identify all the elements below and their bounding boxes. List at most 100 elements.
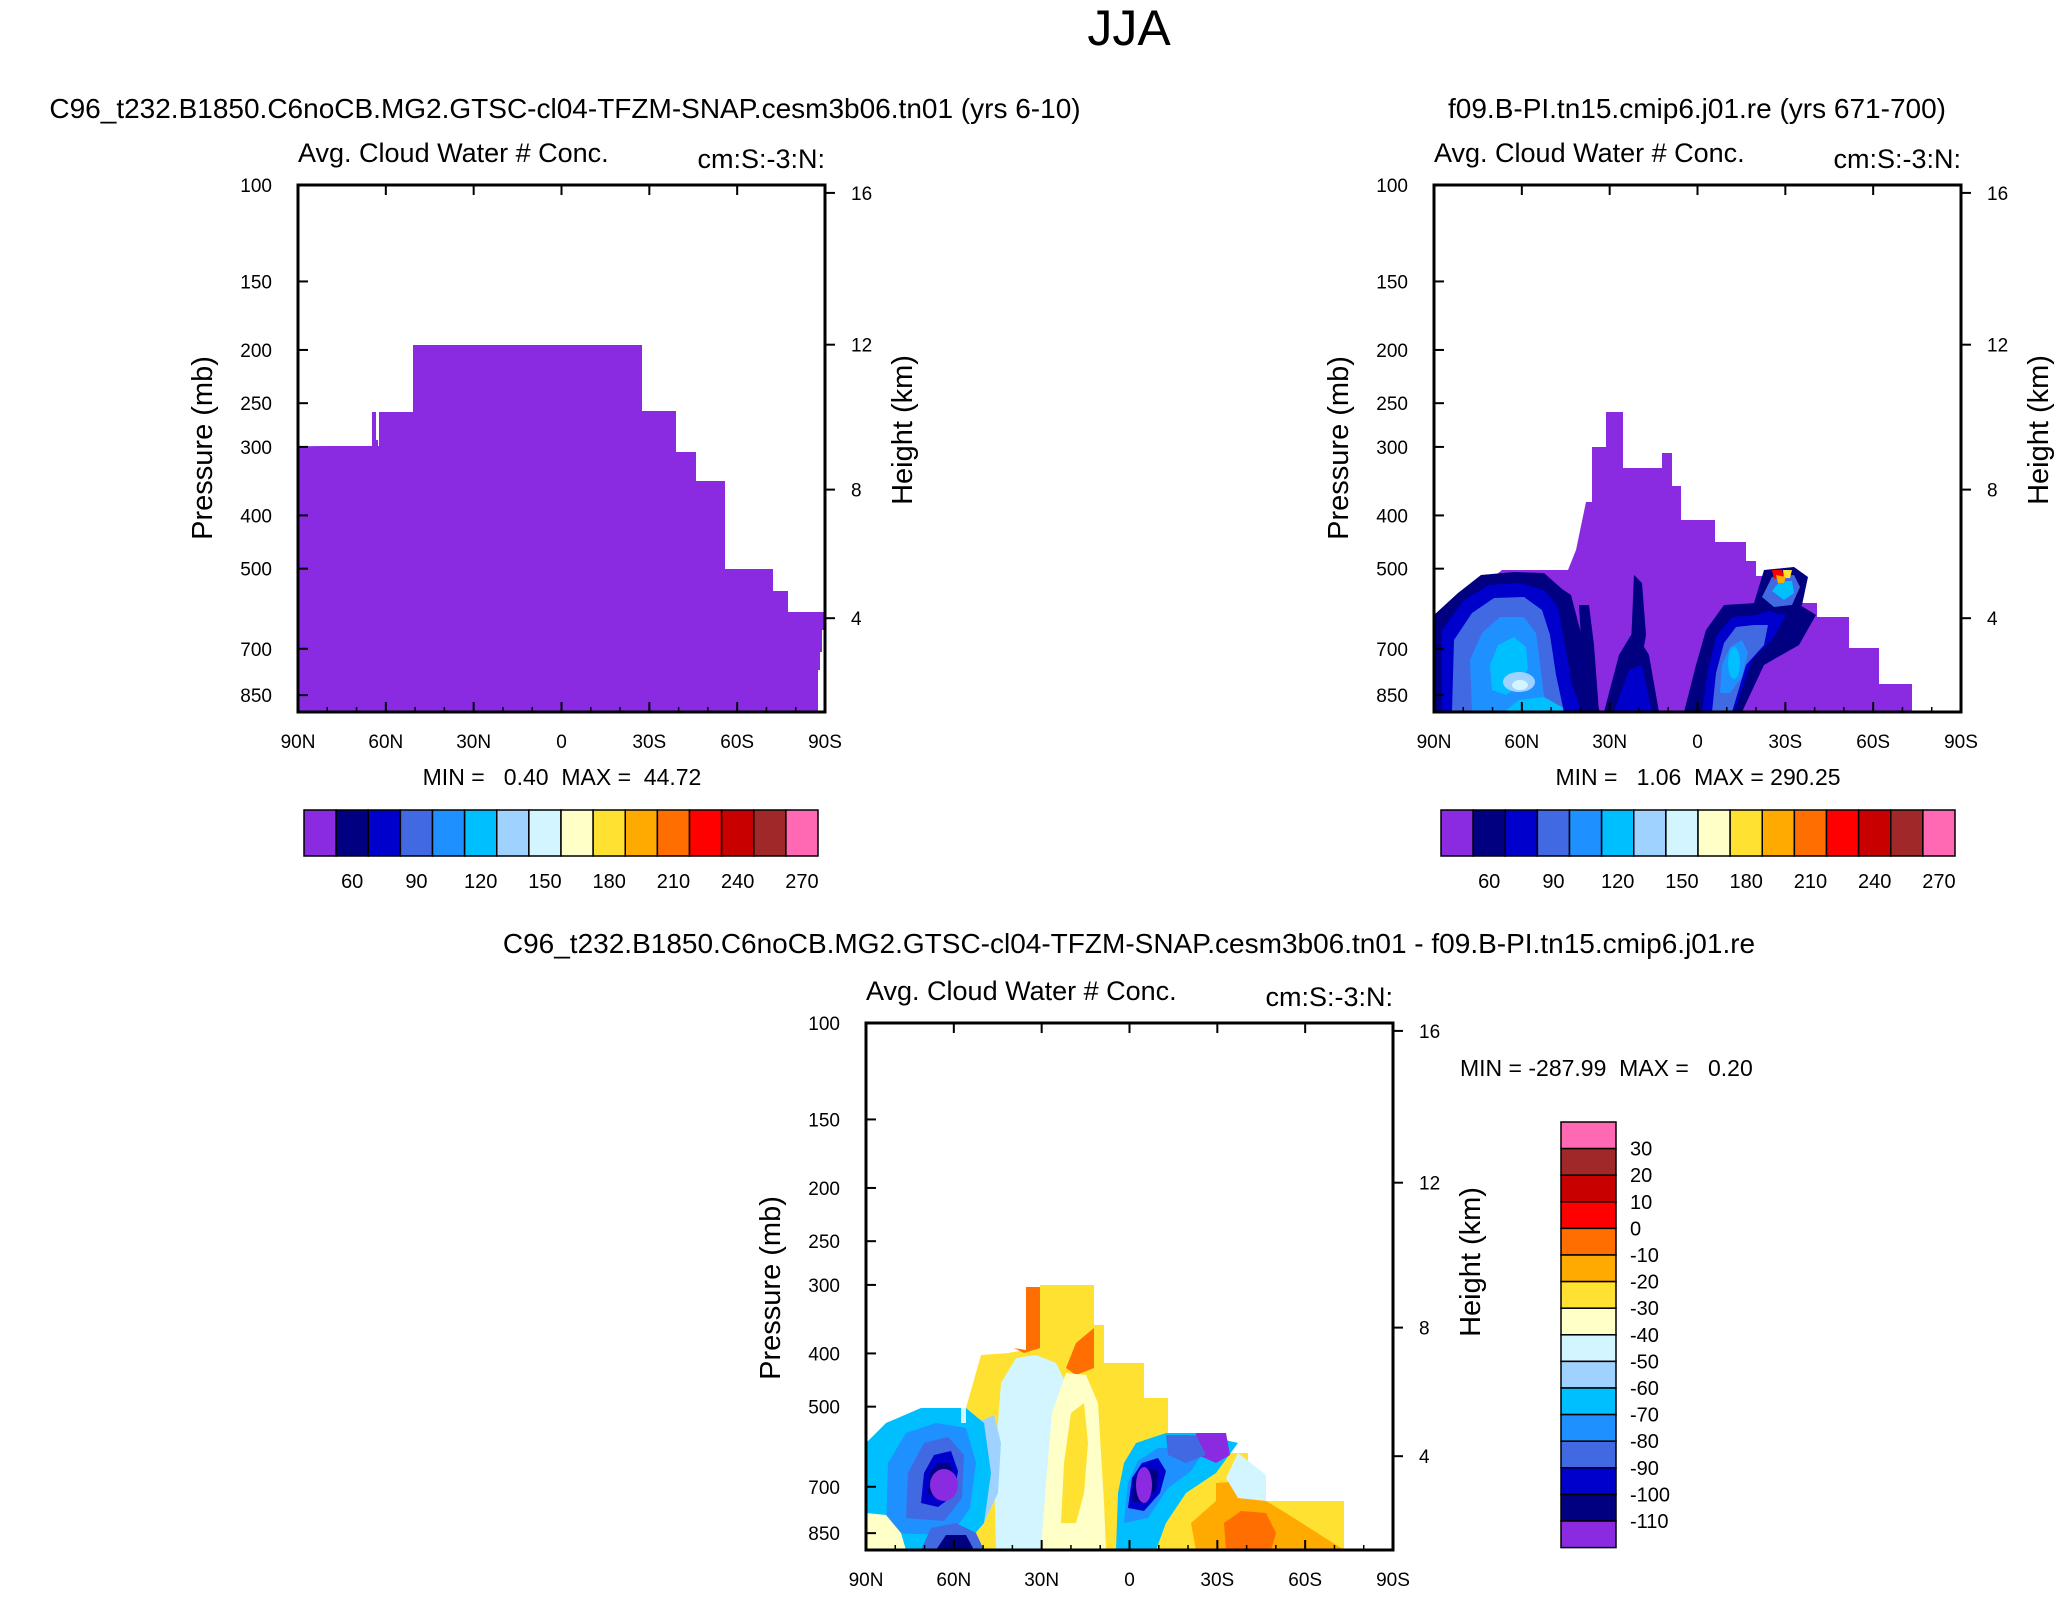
panel-b-paleblue (1512, 680, 1528, 690)
colorbar-swatch (1633, 809, 1667, 857)
colorbar-swatch (1560, 1413, 1617, 1442)
y-tick-label: 300 (240, 438, 272, 459)
colorbar-label: -80 (1630, 1431, 1659, 1453)
colorbar-label: 150 (1665, 871, 1698, 893)
colorbar-swatch (335, 809, 369, 857)
colorbar-swatch (303, 809, 337, 857)
y-tick-label: 700 (240, 640, 272, 661)
colorbar-swatch (592, 809, 626, 857)
colorbar-swatch (1825, 809, 1860, 857)
colorbar-label: -40 (1630, 1325, 1659, 1347)
y-tick-label: 300 (1376, 438, 1408, 459)
y-tick-label: 300 (808, 1276, 840, 1297)
colorbar-label: 60 (341, 871, 363, 893)
colorbar-label: 180 (1730, 871, 1763, 893)
panel-c-ylabel: Pressure (mb) (755, 1196, 787, 1380)
y-tick-label: 250 (808, 1232, 840, 1253)
panel-a-cloud-region (298, 440, 383, 446)
panel-a-profile (298, 446, 380, 447)
panel-c: C96_t232.B1850.C6noCB.MG2.GTSC-cl04-TFZM… (503, 928, 1755, 1591)
colorbar-label: -110 (1630, 1511, 1669, 1533)
colorbar-label: 150 (528, 871, 561, 893)
panel-a-ylabel: Pressure (mb) (187, 356, 219, 540)
x-tick-label: 90S (1376, 1570, 1410, 1591)
colorbar-swatch (1761, 809, 1796, 857)
colorbar-swatch (496, 809, 530, 857)
colorbar-label: 90 (405, 871, 427, 893)
colorbar-swatch (1472, 809, 1506, 857)
panel-c-orange-right-deep (1224, 1511, 1276, 1550)
colorbar-swatch (399, 809, 434, 857)
x-tick-label: 60N (936, 1570, 971, 1591)
y-tick-label: 250 (1376, 394, 1408, 415)
panel-c-y2label: Height (km) (1455, 1187, 1487, 1337)
panel-c-right-purple (1136, 1467, 1152, 1503)
y2-tick-label: 8 (1987, 481, 1998, 502)
panel-c-stats: MIN = -287.99 MAX = 0.20 (1460, 1055, 1753, 1081)
panel-c-case-title: C96_t232.B1850.C6noCB.MG2.GTSC-cl04-TFZM… (503, 928, 1755, 959)
colorbar-label: 120 (1601, 871, 1634, 893)
panel-c-plot-title: Avg. Cloud Water # Conc. (866, 976, 1177, 1006)
colorbar-swatch (1560, 1307, 1617, 1336)
x-tick-label: 30S (1768, 732, 1802, 753)
colorbar-swatch (1922, 809, 1956, 857)
panel-a-y2label: Height (km) (887, 355, 919, 505)
panel-b-hotspot-yellow (1783, 570, 1792, 578)
panel-b-ylabel: Pressure (mb) (1323, 356, 1355, 540)
x-tick-label: 0 (1124, 1570, 1135, 1591)
colorbar-swatch (1665, 809, 1699, 857)
panel-c-left-white-bar (961, 1408, 966, 1423)
panel-b-right-sky (1728, 647, 1740, 679)
panel-b-top-blob-sky (1772, 581, 1794, 600)
y-tick-label: 400 (240, 506, 272, 527)
x-tick-label: 60N (368, 732, 403, 753)
colorbar-label: 270 (785, 871, 818, 893)
y-tick-label: 500 (240, 560, 272, 581)
colorbar-label: 30 (1630, 1139, 1652, 1161)
y-tick-label: 200 (1376, 341, 1408, 362)
colorbar-swatch (656, 809, 691, 857)
x-tick-label: 30N (456, 732, 491, 753)
colorbar-swatch (367, 809, 402, 857)
colorbar-swatch (1793, 809, 1828, 857)
colorbar-swatch (528, 809, 562, 857)
colorbar-label: -30 (1630, 1298, 1659, 1320)
colorbar-swatch (1857, 809, 1892, 857)
x-tick-label: 60N (1504, 732, 1539, 753)
panel-a-stats: MIN = 0.40 MAX = 44.72 (423, 764, 702, 790)
y-tick-label: 850 (1376, 686, 1408, 707)
colorbar-label: 240 (1858, 871, 1891, 893)
panel-a-cloud-water-field (298, 345, 825, 712)
colorbar-label: -10 (1630, 1245, 1659, 1267)
panel-a-plot-title: Avg. Cloud Water # Conc. (298, 138, 609, 168)
colorbar-swatch (1560, 1387, 1617, 1416)
panel-c-field (866, 1285, 1344, 1550)
panel-c-left-purple (930, 1469, 958, 1501)
panel-c-right-pale (1226, 1453, 1266, 1501)
panel-c-units: cm:S:-3:N: (1265, 982, 1393, 1012)
colorbar-label: 60 (1478, 871, 1500, 893)
colorbar-swatch (1890, 809, 1924, 857)
colorbar-swatch (431, 809, 466, 857)
panel-c-left-navy-bottom (936, 1535, 974, 1550)
y2-tick-label: 16 (851, 184, 872, 205)
colorbar-label: 210 (1794, 871, 1827, 893)
x-tick-label: 30S (632, 732, 666, 753)
colorbar-swatch (1560, 1280, 1617, 1309)
y-tick-label: 700 (1376, 640, 1408, 661)
y2-tick-label: 4 (851, 609, 862, 630)
y-tick-label: 850 (240, 686, 272, 707)
colorbar-swatch (1560, 1254, 1617, 1283)
panel-a-field (298, 440, 383, 446)
panel-a-case-title: C96_t232.B1850.C6noCB.MG2.GTSC-cl04-TFZM… (49, 93, 1080, 124)
colorbar-label: 20 (1630, 1165, 1652, 1187)
y-tick-label: 400 (1376, 506, 1408, 527)
colorbar-swatch (1560, 1334, 1617, 1363)
panel-c-left-pale-bottom (866, 1513, 906, 1550)
y2-tick-label: 12 (1987, 336, 2008, 357)
colorbar-label: 270 (1922, 871, 1955, 893)
colorbar-swatch (1560, 1147, 1617, 1176)
colorbar-swatch (1536, 809, 1571, 857)
colorbar-label: 90 (1542, 871, 1564, 893)
